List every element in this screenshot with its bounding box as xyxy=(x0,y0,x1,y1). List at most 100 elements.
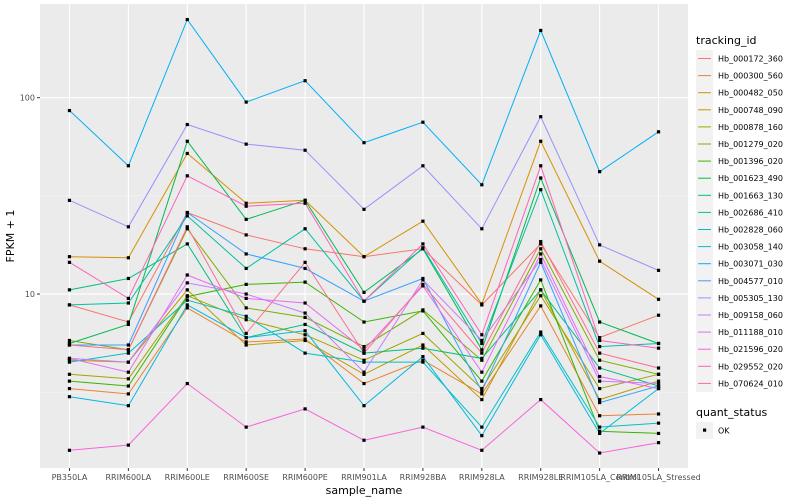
data-point xyxy=(598,414,602,418)
data-point xyxy=(656,381,661,386)
data-point xyxy=(421,355,425,359)
y-axis-title: FPKM + 1 xyxy=(4,210,17,263)
data-point xyxy=(126,377,130,381)
data-point xyxy=(244,340,248,344)
data-point xyxy=(303,338,307,343)
data-point xyxy=(185,17,189,22)
data-point xyxy=(539,288,543,292)
data-point xyxy=(244,201,248,205)
data-point xyxy=(539,333,543,337)
data-point xyxy=(244,318,248,322)
data-point xyxy=(539,278,543,282)
legend-label: Hb_002828_060 xyxy=(718,226,783,235)
data-point xyxy=(656,431,661,436)
data-point xyxy=(598,379,602,383)
shape-legend: OK xyxy=(696,422,730,439)
data-point xyxy=(185,122,189,127)
data-point xyxy=(598,338,602,343)
data-point xyxy=(539,28,543,33)
data-point xyxy=(185,210,189,215)
data-point xyxy=(421,346,425,350)
x-tick-label: RRIM105LA_Control xyxy=(560,473,639,482)
x-axis-title: sample_name xyxy=(326,484,403,497)
data-point xyxy=(362,207,366,211)
data-point xyxy=(362,404,366,408)
x-tick-label: RRIM600LA xyxy=(105,473,151,482)
data-point xyxy=(185,227,189,231)
x-tick-label: RRIM901LA xyxy=(341,473,387,482)
data-point xyxy=(421,164,425,168)
legend: tracking_id Hb_000172_360Hb_000300_560Hb… xyxy=(696,34,783,439)
data-point xyxy=(185,281,189,285)
data-point xyxy=(244,100,248,104)
data-point xyxy=(362,370,366,374)
data-point xyxy=(67,303,72,307)
data-point xyxy=(598,351,602,355)
data-point xyxy=(362,290,366,294)
data-point xyxy=(656,268,661,272)
data-point xyxy=(244,331,248,336)
data-point xyxy=(126,443,130,447)
data-point xyxy=(598,358,602,362)
data-point xyxy=(185,214,189,218)
data-point xyxy=(421,360,425,364)
data-point xyxy=(598,397,602,402)
data-point xyxy=(126,164,130,168)
x-tick-label: RRIM928LA xyxy=(459,473,505,482)
data-point xyxy=(362,438,366,442)
data-point xyxy=(244,335,248,340)
data-point xyxy=(656,346,661,350)
data-point xyxy=(421,242,425,246)
data-point xyxy=(126,392,130,396)
data-point xyxy=(480,302,484,306)
legend-label: Hb_029552_020 xyxy=(718,362,783,371)
data-point xyxy=(67,288,72,292)
data-point xyxy=(244,233,248,237)
data-points xyxy=(67,17,661,455)
data-point xyxy=(244,204,248,208)
data-point xyxy=(539,304,543,308)
y-tick-label: 10 xyxy=(25,290,35,299)
data-point xyxy=(362,320,366,324)
legend-label: Hb_011188_010 xyxy=(718,328,783,337)
data-point xyxy=(598,386,602,391)
data-point xyxy=(598,451,602,455)
data-point xyxy=(656,421,661,425)
legend-label: Hb_005305_130 xyxy=(718,294,783,303)
data-point xyxy=(598,366,602,370)
data-point xyxy=(126,351,130,355)
data-point xyxy=(244,314,248,318)
data-point xyxy=(244,252,248,256)
legend-label: Hb_070624_010 xyxy=(718,379,783,388)
data-point xyxy=(480,386,484,391)
axes: 10 100 PB350LA RRIM600LA RRIM600LE RRIM600SE R… xyxy=(20,94,701,482)
data-point xyxy=(185,288,189,292)
data-point xyxy=(362,358,366,362)
data-point xyxy=(362,381,366,386)
data-point xyxy=(244,282,248,286)
legend-items: Hb_000172_360 Hb_000300_560 Hb_000482_050 H… xyxy=(696,50,783,392)
data-point xyxy=(539,115,543,119)
data-point xyxy=(480,227,484,231)
data-point xyxy=(480,348,484,352)
legend-label: Hb_000172_360 xyxy=(718,55,783,64)
data-point xyxy=(656,372,661,376)
data-point xyxy=(656,130,661,134)
data-point xyxy=(480,341,484,346)
data-point xyxy=(539,252,543,256)
data-point xyxy=(480,338,484,343)
data-point xyxy=(67,358,72,362)
data-point xyxy=(303,201,307,205)
data-point xyxy=(126,320,130,324)
data-point xyxy=(185,298,189,302)
x-tick-label: RRIM600LE xyxy=(165,473,210,482)
data-point xyxy=(67,395,72,399)
data-point xyxy=(539,139,543,143)
legend-label: Hb_000482_050 xyxy=(718,89,783,98)
data-point xyxy=(421,331,425,336)
legend-label: Hb_004577_010 xyxy=(718,277,783,286)
y-tick-label: 100 xyxy=(20,94,35,103)
data-point xyxy=(421,120,425,124)
data-point xyxy=(539,188,543,192)
data-point xyxy=(421,343,425,347)
